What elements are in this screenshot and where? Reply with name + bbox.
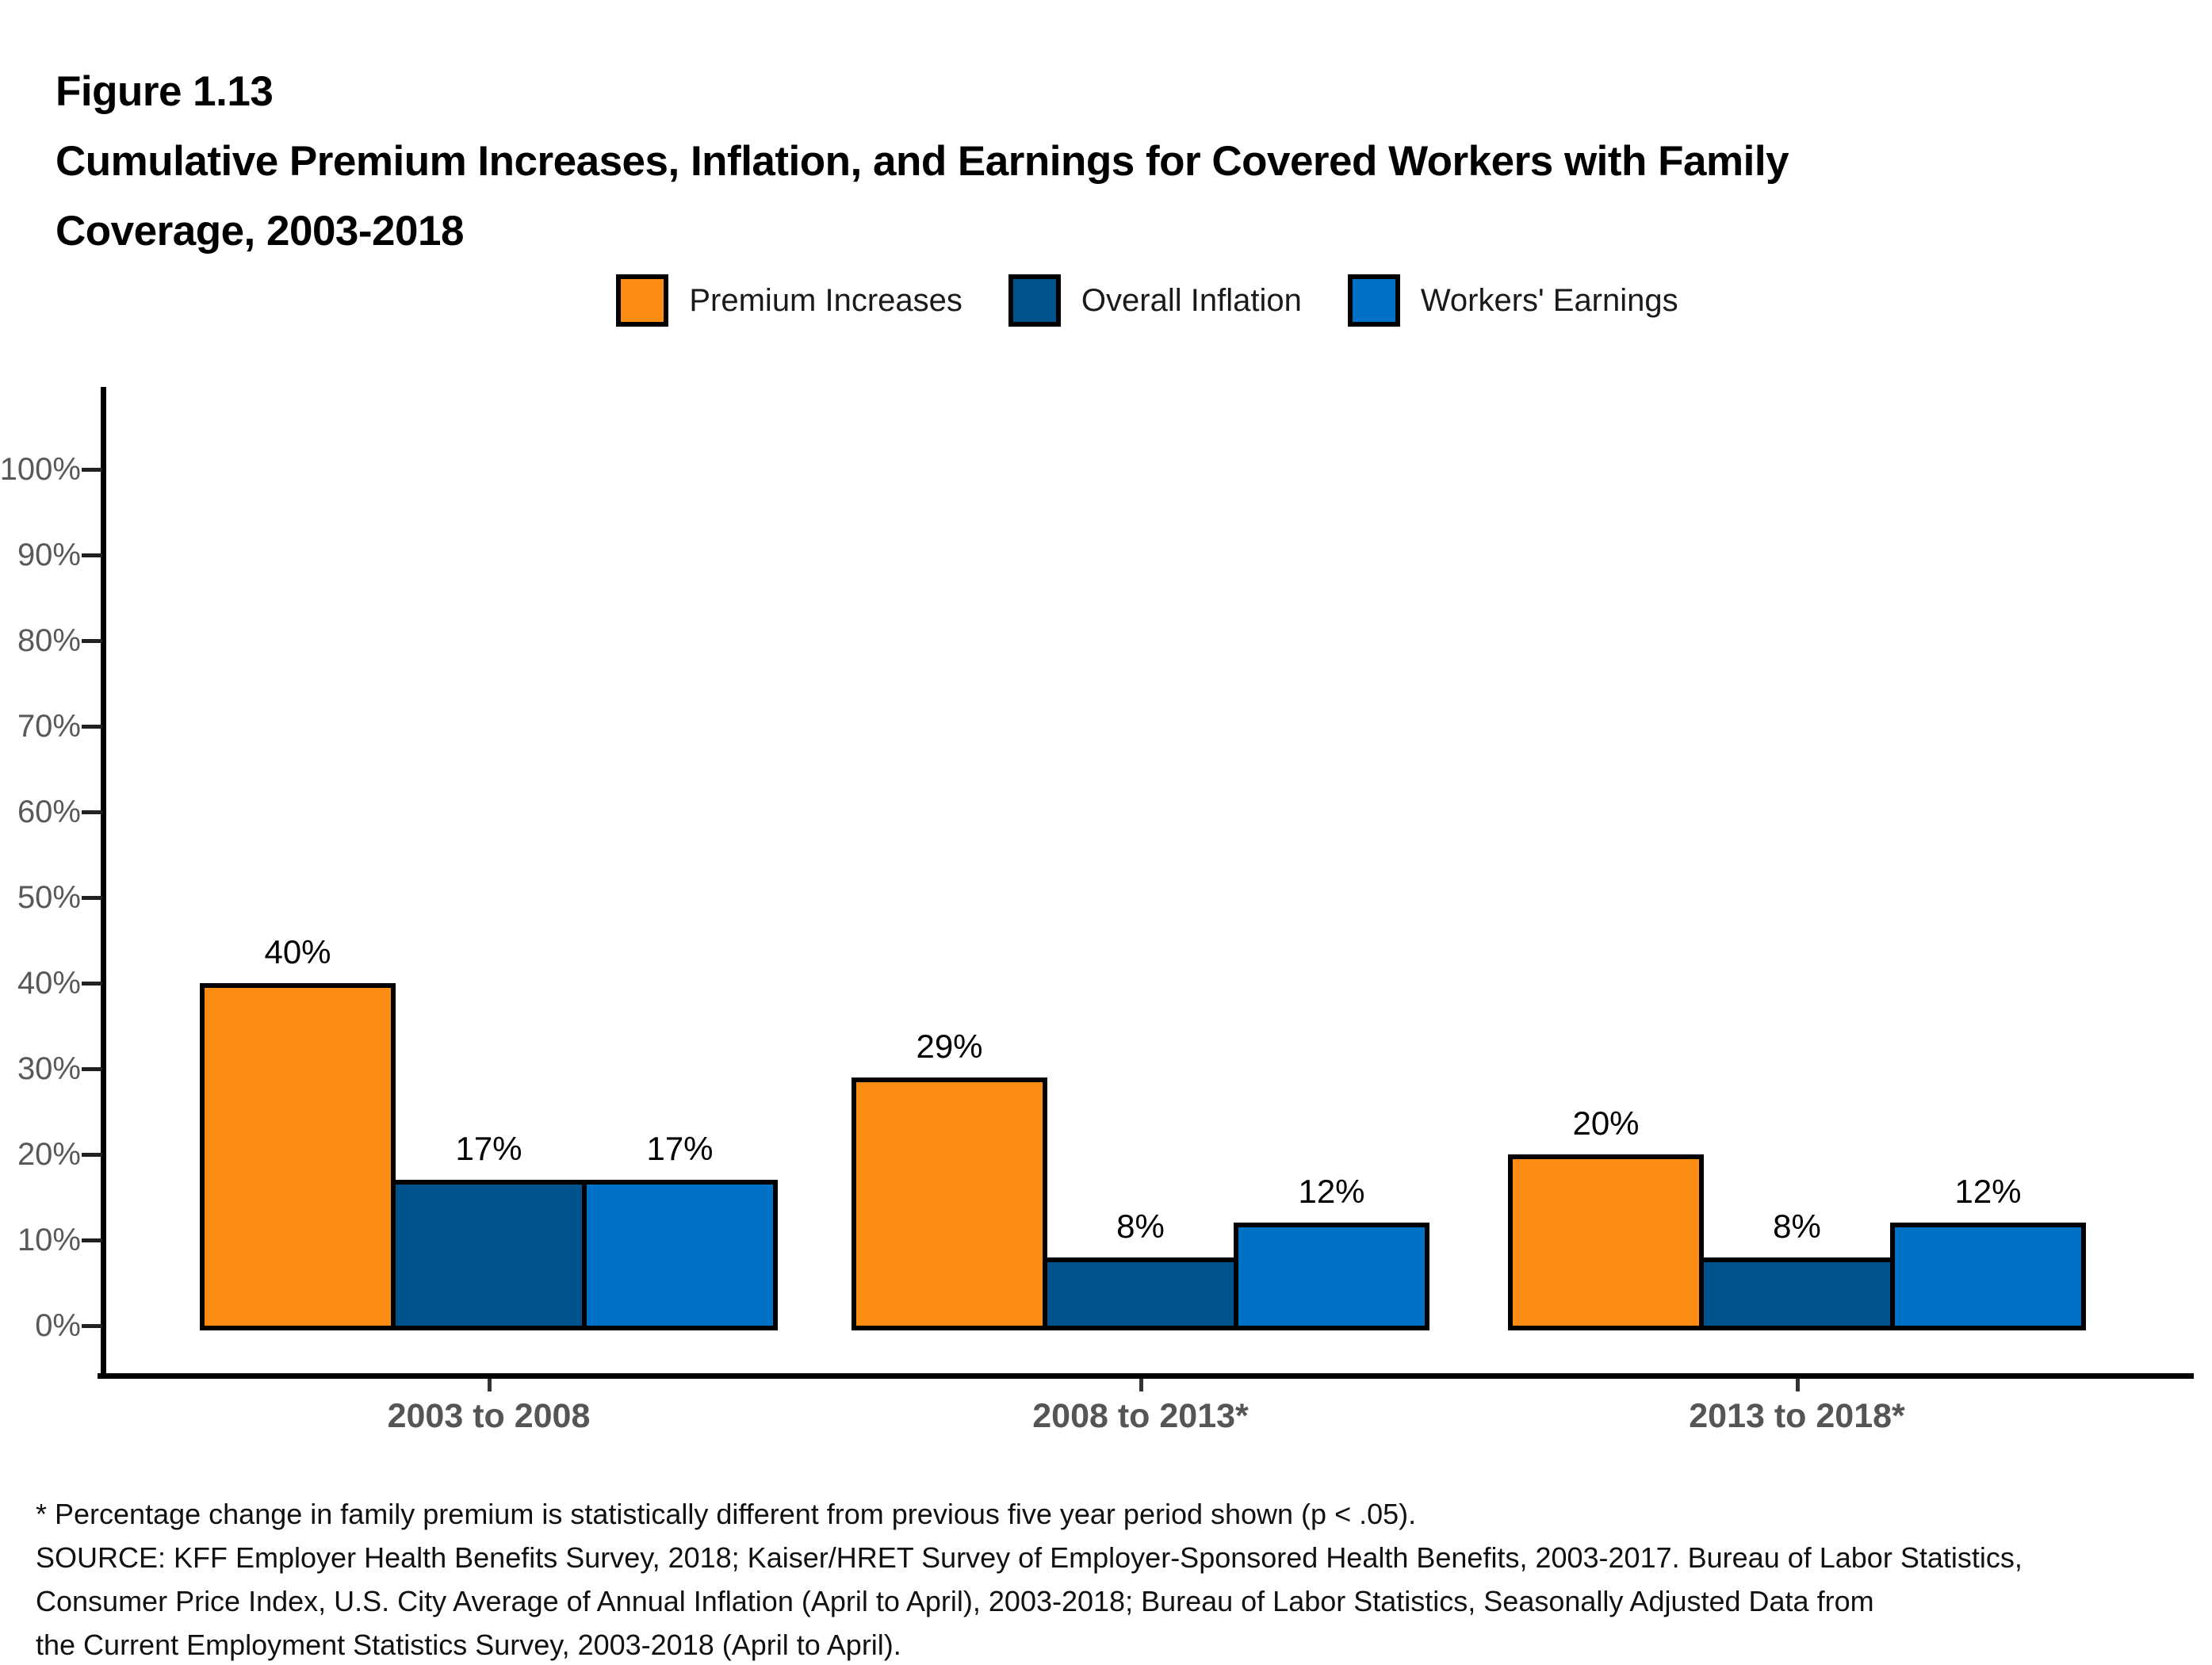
y-axis-tick	[82, 896, 102, 900]
chart-legend: Premium Increases Overall Inflation Work…	[101, 274, 2194, 327]
y-axis-tick	[82, 553, 102, 557]
y-axis-tick	[82, 810, 102, 814]
y-axis-tick	[82, 982, 102, 986]
x-axis-tick	[487, 1379, 492, 1391]
bar-value-label: 17%	[455, 1130, 522, 1167]
bar-value-label: 12%	[1298, 1173, 1365, 1210]
y-axis-tick-label: 30%	[17, 1051, 81, 1086]
legend-swatch-premium-increases	[616, 274, 669, 327]
y-axis-tick-label: 60%	[17, 794, 81, 829]
y-axis-tick-label: 80%	[17, 623, 81, 658]
bar-premium-increases-1	[852, 1077, 1047, 1330]
y-axis-tick-label: 10%	[17, 1223, 81, 1257]
chart-title-line-2: Coverage, 2003-2018	[55, 208, 464, 255]
bar-value-label: 8%	[1116, 1208, 1165, 1245]
y-axis-tick	[82, 639, 102, 643]
bar-premium-increases-0	[200, 983, 396, 1330]
footnotes: * Percentage change in family premium is…	[36, 1492, 2023, 1665]
y-axis-tick-label: 40%	[17, 966, 81, 1001]
y-axis-line	[101, 387, 106, 1379]
bar-value-label: 20%	[1572, 1104, 1640, 1142]
x-axis-category-label: 2013 to 2018*	[1689, 1397, 1905, 1435]
footnote-source-line-2: Consumer Price Index, U.S. City Average …	[36, 1585, 1874, 1617]
y-axis-tick	[82, 1238, 102, 1242]
y-axis-tick	[82, 1067, 102, 1071]
bar-overall-inflation-2	[1699, 1257, 1895, 1330]
bar-workers-earnings-2	[1890, 1223, 2086, 1330]
x-axis-tick	[1795, 1379, 1800, 1391]
footnote-source-line-3: the Current Employment Statistics Survey…	[36, 1629, 901, 1661]
y-axis-tick	[82, 468, 102, 472]
chart-title-line-1: Cumulative Premium Increases, Inflation,…	[55, 138, 1789, 185]
legend-swatch-overall-inflation	[1008, 274, 1061, 327]
figure-title-block: Figure 1.13 Cumulative Premium Increases…	[55, 57, 1789, 266]
legend-item-workers-earnings: Workers' Earnings	[1347, 274, 1678, 327]
y-axis-tick	[82, 725, 102, 729]
bar-value-label: 12%	[1954, 1173, 2022, 1210]
y-axis-tick-label: 90%	[17, 538, 81, 572]
bar-value-label: 8%	[1773, 1208, 1821, 1245]
y-axis-tick-label: 100%	[0, 452, 81, 487]
bar-overall-inflation-1	[1043, 1257, 1238, 1330]
bar-value-label: 29%	[916, 1028, 983, 1065]
footnote-source-line-1: SOURCE: KFF Employer Health Benefits Sur…	[36, 1541, 2023, 1574]
figure-label: Figure 1.13	[55, 68, 274, 115]
legend-item-premium-increases: Premium Increases	[616, 274, 962, 327]
x-axis-category-label: 2003 to 2008	[387, 1397, 591, 1435]
x-axis-tick	[1139, 1379, 1143, 1391]
x-axis-line	[98, 1373, 2194, 1379]
y-axis-tick-label: 50%	[17, 880, 81, 915]
bar-workers-earnings-1	[1234, 1223, 1429, 1330]
y-axis-tick-label: 70%	[17, 709, 81, 744]
legend-swatch-workers-earnings	[1347, 274, 1400, 327]
bar-value-label: 17%	[646, 1130, 714, 1167]
y-axis-tick	[82, 1153, 102, 1157]
bar-premium-increases-2	[1508, 1154, 1704, 1330]
y-axis-tick-label: 20%	[17, 1137, 81, 1172]
bar-workers-earnings-0	[582, 1180, 778, 1330]
bar-overall-inflation-0	[391, 1180, 587, 1330]
y-axis-tick	[82, 1324, 102, 1328]
legend-label: Workers' Earnings	[1420, 282, 1678, 318]
bar-value-label: 40%	[264, 933, 331, 970]
legend-label: Premium Increases	[689, 282, 962, 318]
x-axis-category-label: 2008 to 2013*	[1032, 1397, 1249, 1435]
legend-label: Overall Inflation	[1081, 282, 1302, 318]
y-axis-tick-label: 0%	[35, 1308, 81, 1343]
footnote-asterisk: * Percentage change in family premium is…	[36, 1498, 1417, 1530]
legend-item-overall-inflation: Overall Inflation	[1008, 274, 1302, 327]
